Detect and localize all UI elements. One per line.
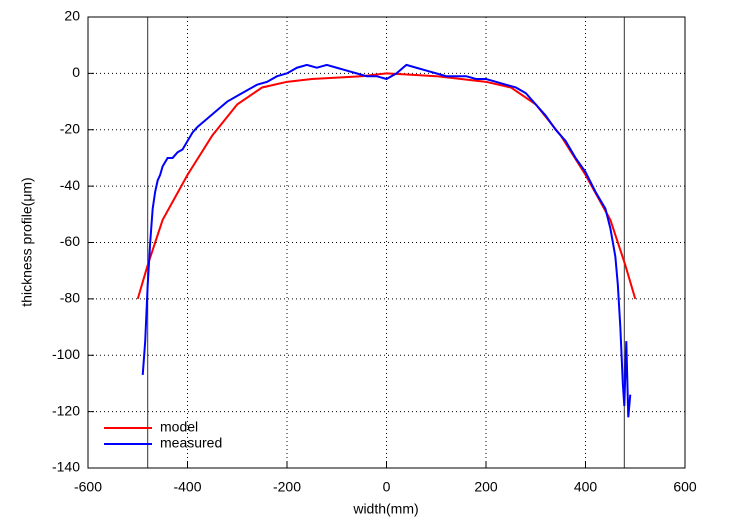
- x-tick-label: -200: [273, 479, 301, 495]
- x-axis-label: width(mm): [352, 501, 418, 517]
- y-tick-label: -140: [52, 459, 80, 475]
- series-line: [141, 63, 632, 418]
- y-tick-label: 0: [72, 64, 80, 80]
- x-tick-label: -400: [173, 479, 201, 495]
- y-tick-label: -100: [52, 346, 80, 362]
- y-tick-label: -80: [60, 290, 80, 306]
- plot-frame: [87, 16, 686, 469]
- x-tick-label: 200: [474, 479, 498, 495]
- y-tick-label: -40: [60, 177, 80, 193]
- x-tick-label: -600: [74, 479, 102, 495]
- y-tick-label: -60: [60, 233, 80, 249]
- y-tick-label: -120: [52, 402, 80, 418]
- x-tick-label: 600: [673, 479, 697, 495]
- legend-label: measured: [160, 435, 222, 451]
- y-tick-label: -20: [60, 120, 80, 136]
- x-tick-label: 400: [574, 479, 598, 495]
- legend-label: model: [160, 419, 198, 435]
- y-tick-label: 20: [64, 8, 80, 24]
- y-axis-label: thickness profile(μm): [19, 177, 35, 306]
- x-tick-label: 0: [383, 479, 391, 495]
